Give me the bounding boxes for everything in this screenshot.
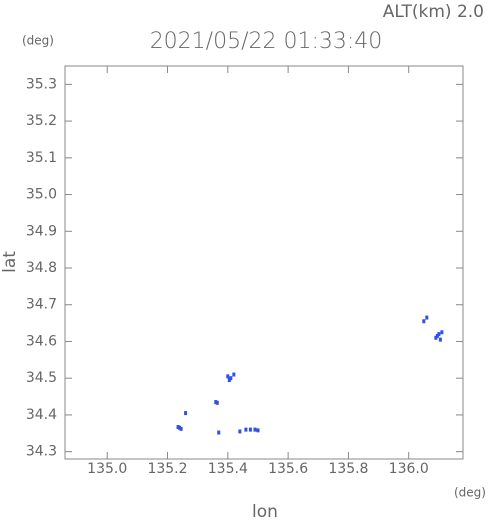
y-tick-label: 35.3	[26, 76, 57, 92]
echo-point	[435, 333, 439, 338]
echo-point	[244, 427, 248, 432]
echo-point	[434, 335, 438, 340]
x-axis-label: lon	[252, 502, 278, 521]
x-tick-label: 135.2	[147, 461, 187, 477]
echo-point	[256, 428, 260, 433]
y-tick-label: 35.0	[26, 187, 57, 203]
x-tick-label: 135.8	[328, 461, 368, 477]
x-tick-label: 135.6	[268, 461, 308, 477]
chart-title: 2021/05/22 01:33:40	[150, 29, 383, 54]
echo-point	[184, 411, 188, 416]
y-tick-label: 34.6	[26, 333, 57, 349]
echo-point	[238, 429, 242, 434]
echo-point	[425, 315, 429, 320]
echo-point	[232, 372, 236, 377]
x-tick-label: 135.0	[87, 461, 127, 477]
x-tick-label: 135.4	[208, 461, 248, 477]
y-axis-label: lat	[0, 251, 20, 273]
echo-point	[176, 425, 180, 430]
x-unit: (deg)	[454, 486, 486, 500]
y-tick-label: 34.8	[26, 260, 57, 276]
y-tick-label: 35.2	[26, 113, 57, 129]
echo-point	[253, 427, 257, 432]
echo-point	[229, 376, 233, 381]
echo-point	[422, 319, 426, 324]
y-tick-label: 35.1	[26, 150, 57, 166]
echo-point	[227, 378, 231, 383]
echo-point	[437, 332, 441, 337]
y-tick-label: 34.5	[26, 370, 57, 386]
echo-point	[217, 430, 221, 435]
echo-point	[215, 400, 219, 405]
plot-frame	[64, 65, 464, 460]
echo-point	[214, 400, 218, 405]
y-tick-label: 34.7	[26, 297, 57, 313]
altitude-label: ALT(km) 2.0	[383, 2, 484, 22]
x-tick-label: 136.0	[389, 461, 429, 477]
echo-point	[178, 425, 182, 430]
y-tick-label: 34.3	[26, 444, 57, 460]
y-tick-label: 34.9	[26, 223, 57, 239]
y-unit: (deg)	[22, 34, 54, 48]
echo-point	[440, 330, 444, 335]
echo-point	[438, 337, 442, 342]
echo-point	[248, 427, 252, 432]
y-tick-label: 34.4	[26, 407, 57, 423]
echo-point	[226, 374, 230, 379]
echo-point	[179, 426, 183, 431]
